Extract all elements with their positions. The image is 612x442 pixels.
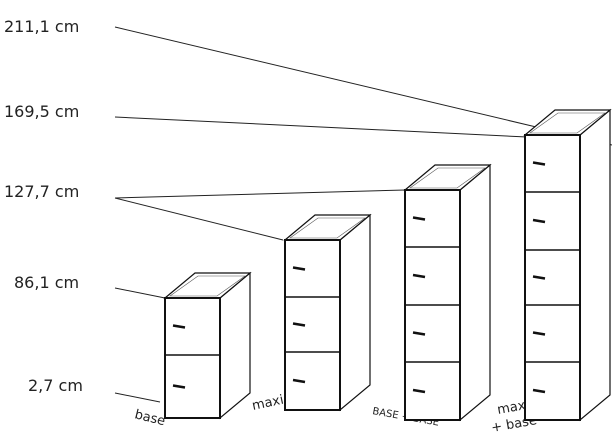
drawer-handle: [412, 273, 426, 279]
drawer-handle: [172, 324, 186, 329]
cabinet-side: [339, 213, 371, 412]
level-label: 127,7 cm: [4, 182, 79, 201]
drawer-handle: [532, 331, 546, 336]
cabinet-side: [579, 108, 611, 422]
level-label: 86,1 cm: [14, 273, 79, 292]
cabinet-top-inner: [529, 112, 606, 134]
cabinet-label: base: [133, 407, 167, 429]
cabinet-front: [284, 239, 341, 411]
drawer-handle: [532, 275, 546, 280]
drawer-handle: [412, 216, 426, 221]
drawer-handle: [292, 378, 306, 384]
cabinet-top-inner: [169, 275, 246, 297]
leader-lines: [114, 26, 612, 403]
level-label: 169,5 cm: [4, 102, 79, 121]
level-label: 2,7 cm: [28, 376, 83, 395]
drawer-handle: [292, 266, 306, 271]
cabinet-top-inner: [289, 217, 366, 239]
cabinet-front: [164, 297, 221, 419]
cabinet-side: [459, 163, 491, 422]
drawer-handle: [532, 218, 546, 224]
level-label: 211,1 cm: [4, 17, 79, 36]
drawer-handle: [292, 322, 306, 327]
drawer-handle: [412, 331, 426, 336]
drawer-handle: [532, 388, 546, 394]
drawer-handle: [172, 384, 186, 389]
drawer-handle: [412, 388, 426, 394]
drawer-handle: [532, 161, 546, 166]
cabinet-top-inner: [409, 167, 486, 189]
